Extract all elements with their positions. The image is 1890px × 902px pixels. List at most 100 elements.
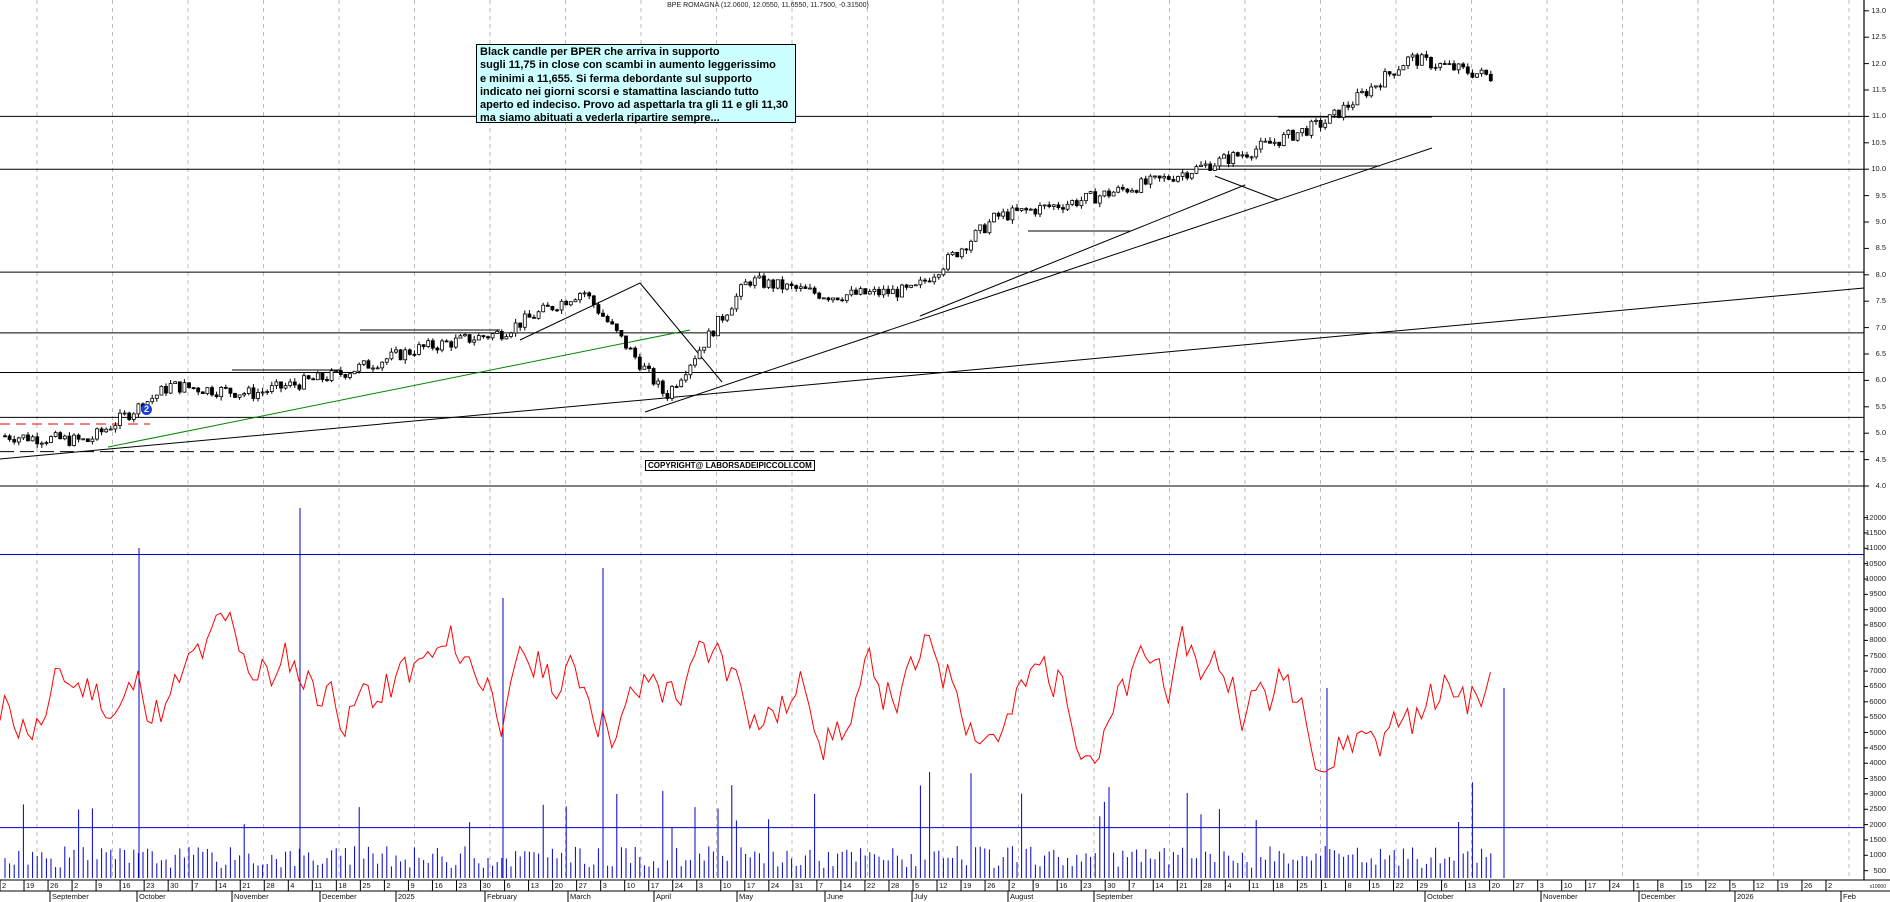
day-label: 22: [866, 881, 876, 890]
day-label: 20: [1491, 881, 1500, 890]
oscillator-axis-label: 11500: [1865, 527, 1886, 537]
day-label: 29: [1419, 881, 1428, 890]
oscillator-axis-label: 9000: [1869, 604, 1886, 614]
day-label: 9: [1035, 881, 1040, 890]
day-label: 17: [1587, 881, 1597, 890]
day-label: 16: [1059, 881, 1068, 890]
oscillator-axis-label: 8000: [1869, 635, 1886, 645]
signal-marker: 2: [141, 404, 152, 415]
note-line: sugli 11,75 in close con scambi in aumen…: [480, 59, 776, 72]
oscillator-axis-label: 11000: [1865, 543, 1886, 553]
day-label: 14: [842, 881, 852, 890]
day-label: 8: [1347, 881, 1352, 890]
price-axis-label: 10.0: [1871, 164, 1886, 174]
oscillator-axis-label: 6500: [1869, 681, 1886, 691]
oscillator-axis-label: 6000: [1869, 696, 1886, 706]
day-label: 3: [1539, 881, 1544, 890]
oscillator-axis-label: 1000: [1869, 850, 1886, 860]
oscillator-axis-label: 7000: [1869, 666, 1886, 676]
day-label: 2: [1011, 881, 1016, 890]
price-axis-label: 10.5: [1871, 137, 1886, 147]
price-axis-label: 5.0: [1875, 428, 1886, 438]
day-label: 17: [650, 881, 660, 890]
note-line: ma siamo abituati a vederla ripartire se…: [480, 112, 720, 125]
month-label: March: [570, 892, 591, 901]
month-label: September: [1096, 892, 1133, 901]
month-label: December: [322, 892, 357, 901]
day-label: 11: [314, 881, 323, 890]
price-axis-label: 4.0: [1875, 481, 1886, 490]
day-label: 15: [1371, 881, 1380, 890]
day-label: 4: [290, 881, 295, 890]
day-label: 6: [506, 881, 511, 890]
day-label: 27: [1515, 881, 1524, 890]
oscillator-axis-label: 3500: [1869, 773, 1886, 783]
price-axis-label: 13.0: [1871, 5, 1886, 15]
day-label: 27: [578, 881, 587, 890]
day-label: 21: [1179, 881, 1188, 890]
price-axis-label: 12.0: [1871, 58, 1886, 68]
day-label: 21: [242, 881, 251, 890]
price-axis-label: 8.5: [1875, 243, 1886, 253]
day-label: 24: [674, 881, 684, 890]
day-label: 5: [1731, 881, 1737, 890]
day-label: 1: [1323, 881, 1328, 890]
day-label: 2: [74, 881, 79, 890]
day-label: 7: [1131, 881, 1136, 890]
day-label: 23: [146, 881, 155, 890]
day-label: 2: [386, 881, 391, 890]
copyright-label: COPYRIGHT@ LABORSADEIPICCOLI.COM: [645, 460, 815, 471]
day-label: 19: [963, 881, 972, 890]
day-label: 30: [1107, 881, 1116, 890]
day-label: 2: [1827, 881, 1833, 890]
day-label: 18: [338, 881, 347, 890]
price-axis-label: 9.0: [1875, 217, 1886, 226]
day-label: 7: [194, 881, 199, 890]
day-label: 31: [794, 881, 804, 890]
oscillator-axis-label: 4000: [1869, 758, 1886, 768]
month-label: October: [139, 892, 166, 901]
month-label: December: [1641, 892, 1676, 901]
oscillator-axis-label: 500: [1873, 865, 1886, 875]
price-axis-label: 5.5: [1875, 401, 1886, 411]
day-label: 3: [602, 881, 607, 890]
day-label: 12: [939, 881, 948, 890]
oscillator-axis-label: 7500: [1869, 650, 1886, 660]
price-axis-label: 4.5: [1875, 454, 1886, 464]
day-label: 14: [218, 881, 227, 890]
month-label: August: [1010, 892, 1034, 901]
price-axis-label: 7.0: [1875, 322, 1886, 332]
oscillator-axis-label: 12000: [1865, 512, 1886, 522]
annotation-note: Black candle per BPER che arriva in supp…: [476, 44, 796, 125]
day-label: 13: [1467, 881, 1476, 890]
price-axis-label: 12.5: [1871, 32, 1886, 42]
day-label: 16: [122, 881, 131, 890]
month-label: July: [914, 892, 928, 901]
price-axis-label: 11.5: [1871, 85, 1886, 94]
day-label: 26: [1803, 881, 1813, 890]
month-label: November: [234, 892, 269, 901]
day-label: 5: [914, 881, 920, 890]
month-label: October: [1427, 892, 1454, 901]
day-label: 11: [1251, 881, 1260, 890]
day-label: 4: [1227, 881, 1232, 890]
month-label: February: [487, 892, 518, 901]
day-label: 10: [626, 881, 636, 890]
day-label: 14: [1155, 881, 1164, 890]
day-label: 25: [362, 881, 371, 890]
day-label: 18: [1275, 881, 1284, 890]
day-label: 10: [722, 881, 732, 890]
day-label: 9: [410, 881, 415, 890]
day-label: 7: [818, 881, 824, 890]
day-label: 15: [1683, 881, 1693, 890]
oscillator-axis-label: 8500: [1869, 620, 1886, 630]
price-axis-label: 9.5: [1875, 190, 1886, 200]
month-label: April: [656, 892, 672, 901]
day-label: 28: [266, 881, 275, 890]
day-label: 19: [1779, 881, 1789, 890]
day-label: 30: [170, 881, 179, 890]
note-line: indicato nei giorni scorsi e stamattina …: [480, 85, 759, 98]
day-label: 19: [26, 881, 35, 890]
oscillator-axis-label: 5000: [1869, 727, 1886, 737]
